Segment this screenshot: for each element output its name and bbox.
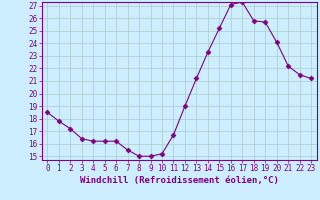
- X-axis label: Windchill (Refroidissement éolien,°C): Windchill (Refroidissement éolien,°C): [80, 176, 279, 185]
